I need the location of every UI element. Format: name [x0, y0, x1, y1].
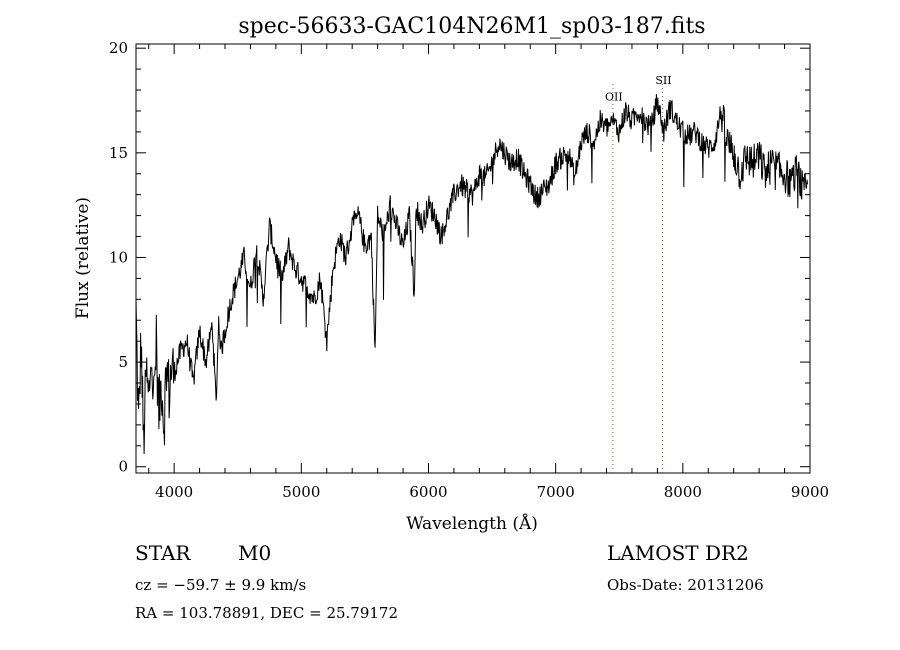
object-class: STAR [135, 541, 191, 565]
coordinates: RA = 103.78891, DEC = 25.79172 [135, 604, 399, 622]
line-markers: OII SII [605, 74, 672, 473]
plot-frame [135, 43, 811, 474]
x-tick-label: 6000 [409, 483, 447, 501]
x-tick-label: 7000 [537, 483, 575, 501]
x-axis-label: Wavelength (Å) [406, 513, 538, 534]
chart-title: spec-56633-GAC104N26M1_sp03-187.fits [238, 14, 705, 39]
y-tick-label: 15 [109, 144, 128, 162]
axis-ticks [136, 44, 811, 473]
x-tick-label: 4000 [155, 483, 193, 501]
y-tick-label: 0 [118, 458, 128, 476]
line-marker-label: SII [655, 74, 671, 87]
y-axis-label: Flux (relative) [73, 197, 93, 319]
line-marker-label: OII [605, 91, 623, 104]
spectrum-line [135, 94, 808, 455]
x-tick-label: 8000 [664, 483, 702, 501]
redshift-info: cz = −59.7 ± 9.9 km/s [135, 576, 307, 594]
y-tick-label: 10 [109, 248, 128, 266]
object-subclass: M0 [238, 541, 272, 565]
survey-name: LAMOST DR2 [607, 541, 749, 565]
x-tick-label: 9000 [791, 483, 829, 501]
axis-tick-labels: 4000 5000 6000 7000 8000 9000 0 5 10 15 20 [109, 39, 829, 501]
x-tick-label: 5000 [282, 483, 320, 501]
obs-date: Obs-Date: 20131206 [607, 576, 764, 594]
y-tick-label: 5 [118, 353, 128, 371]
y-tick-label: 20 [109, 39, 128, 57]
